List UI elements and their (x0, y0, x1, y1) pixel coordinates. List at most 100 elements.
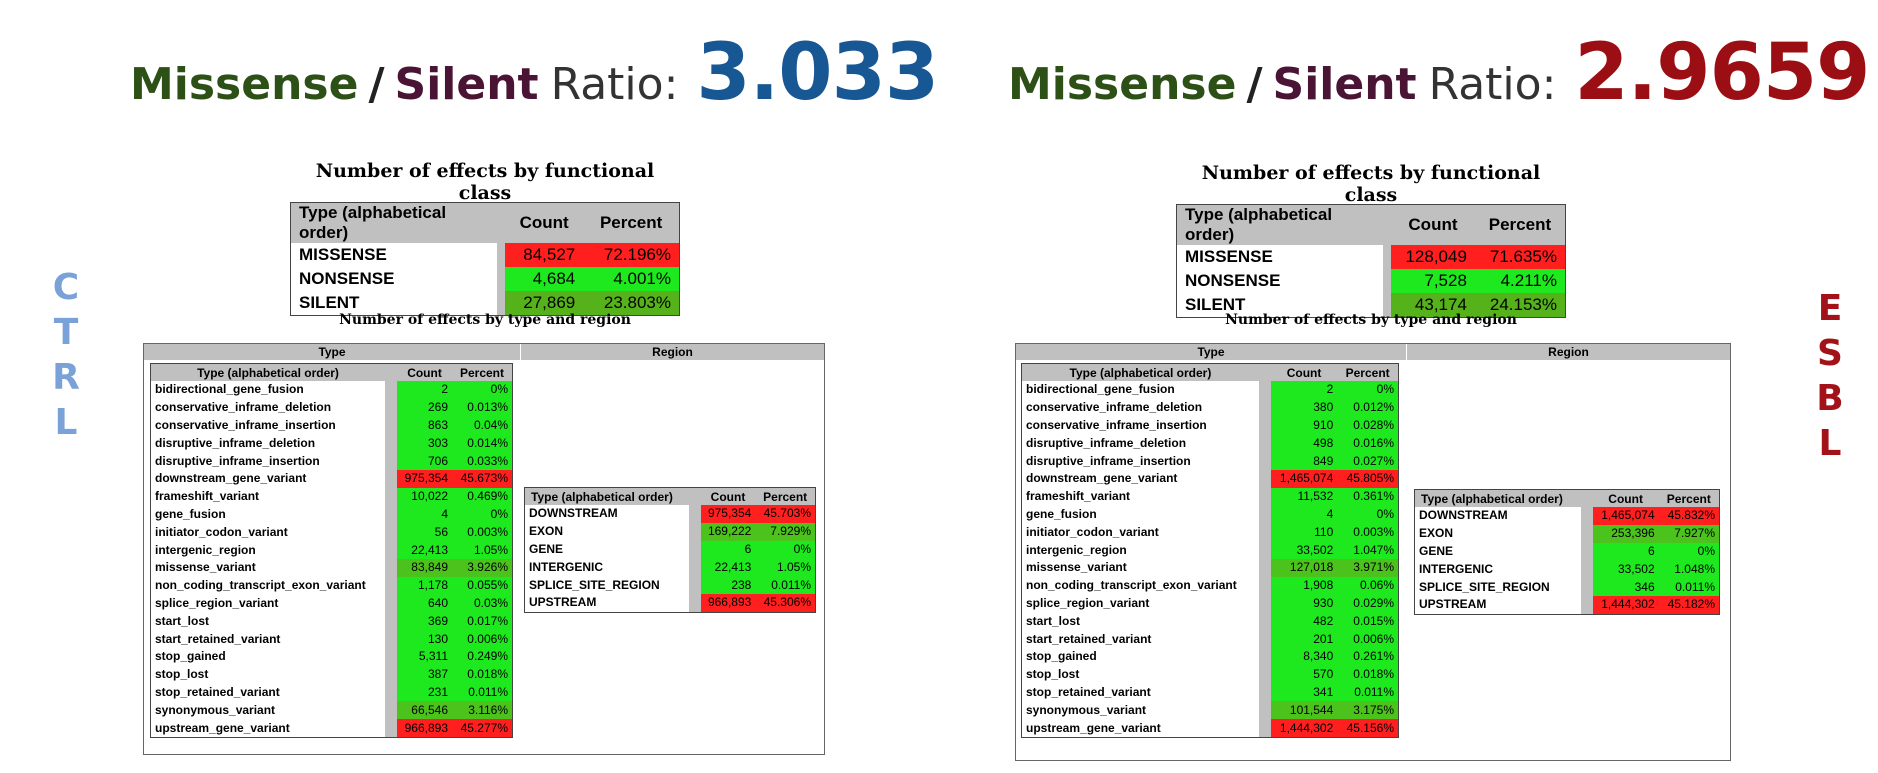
row-count: 1,178 (397, 576, 452, 595)
row-separator (1258, 452, 1271, 470)
row-separator (1580, 507, 1593, 525)
table-row: GENE 6 0% (1414, 542, 1720, 561)
slash: / (1246, 59, 1263, 110)
functional-class-table: Type (alphabetical order) Count Percent … (1176, 204, 1566, 318)
column-header-type: Type (alphabetical order) (1414, 489, 1581, 507)
row-percent: 45.673% (452, 469, 513, 488)
type-region-title: Number of effects by type and region (1225, 312, 1517, 328)
row-count: 169,222 (700, 522, 756, 541)
row-separator (385, 381, 398, 399)
ratio-value: 3.033 (696, 28, 939, 118)
row-percent: 24.153% (1474, 293, 1566, 318)
ratio-colon: : (663, 59, 679, 110)
table-row: bidirectional_gene_fusion 2 0% (150, 381, 513, 399)
row-count: 498 (1270, 434, 1338, 453)
row-count: 1,444,302 (1592, 595, 1659, 615)
row-separator (1580, 542, 1593, 561)
table-row: GENE 6 0% (524, 540, 816, 559)
row-percent: 0.261% (1337, 647, 1399, 666)
row-separator (385, 647, 398, 666)
column-header-percent: Percent (583, 202, 680, 243)
row-percent: 45.832% (1658, 507, 1720, 525)
row-separator (1383, 269, 1391, 293)
column-header-type: Type (alphabetical order) (1176, 204, 1383, 245)
row-separator (688, 540, 701, 559)
row-type: initiator_codon_variant (1021, 523, 1259, 542)
row-type: NONSENSE (1176, 269, 1383, 293)
row-type: conservative_inframe_deletion (150, 398, 386, 417)
row-separator (385, 576, 398, 595)
row-type: DOWNSTREAM (1414, 507, 1581, 525)
row-percent: 0.011% (755, 576, 816, 594)
table-row: SPLICE_SITE_REGION 346 0.011% (1414, 578, 1720, 596)
table-row: non_coding_transcript_exon_variant 1,908 0… (1021, 576, 1399, 595)
row-percent: 7.929% (755, 522, 816, 541)
row-percent: 0.028% (1337, 416, 1399, 435)
row-percent: 1.05% (452, 541, 513, 559)
row-percent: 0.04% (452, 416, 513, 435)
row-separator (385, 523, 398, 542)
row-separator (1258, 558, 1271, 577)
row-type: frameshift_variant (1021, 487, 1259, 506)
column-header-count: Count (1391, 204, 1475, 245)
sample-label-ctrl: C T R L (46, 265, 86, 445)
row-type: initiator_codon_variant (150, 523, 386, 542)
column-header-count: Count (1592, 489, 1659, 507)
table-row: stop_gained 8,340 0.261% (1021, 647, 1399, 666)
table-row: downstream_gene_variant 1,465,074 45.805% (1021, 469, 1399, 488)
row-percent: 4.211% (1474, 269, 1566, 293)
column-header-percent: Percent (1337, 363, 1399, 381)
type-panel-header: Type (144, 344, 520, 360)
table-row: frameshift_variant 11,532 0.361% (1021, 487, 1399, 506)
row-percent: 0.003% (1337, 523, 1399, 542)
row-percent: 0.469% (452, 487, 513, 506)
row-percent: 45.306% (755, 593, 816, 613)
row-separator (1258, 647, 1271, 666)
row-count: 380 (1270, 398, 1338, 417)
row-separator (385, 398, 398, 417)
table-row: disruptive_inframe_insertion 849 0.027% (1021, 452, 1399, 470)
table-row: splice_region_variant 640 0.03% (150, 594, 513, 613)
table-row: intergenic_region 22,413 1.05% (150, 541, 513, 559)
row-separator (1258, 594, 1271, 613)
row-type: SPLICE_SITE_REGION (1414, 578, 1581, 596)
row-type: missense_variant (150, 558, 386, 577)
row-separator (1258, 576, 1271, 595)
row-percent: 0% (1337, 381, 1399, 399)
column-header-percent: Percent (1474, 204, 1566, 245)
functional-class-title: Number of effects by functional class (1201, 162, 1541, 206)
row-percent: 3.116% (452, 701, 513, 720)
row-count: 11,532 (1270, 487, 1338, 506)
table-row: conservative_inframe_deletion 269 0.013% (150, 398, 513, 417)
row-separator (385, 683, 398, 702)
table-row: start_lost 369 0.017% (150, 612, 513, 631)
row-type: INTERGENIC (1414, 560, 1581, 579)
row-type: non_coding_transcript_exon_variant (1021, 576, 1259, 595)
row-count: 269 (397, 398, 452, 417)
missense-word: Missense (1008, 59, 1237, 110)
row-percent: 0.013% (452, 398, 513, 417)
row-percent: 4.001% (583, 267, 680, 291)
label-letter: R (52, 357, 80, 398)
row-type: splice_region_variant (150, 594, 386, 613)
row-type: conservative_inframe_insertion (150, 416, 386, 435)
row-separator (688, 576, 701, 594)
row-percent: 1.047% (1337, 541, 1399, 559)
row-separator (385, 505, 398, 524)
label-letter: L (1818, 423, 1842, 464)
table-row: non_coding_transcript_exon_variant 1,178 0… (150, 576, 513, 595)
row-count: 6 (700, 540, 756, 559)
label-letter: T (53, 312, 79, 353)
row-separator (1258, 434, 1271, 453)
table-row: gene_fusion 4 0% (1021, 505, 1399, 524)
table-row: synonymous_variant 66,546 3.116% (150, 701, 513, 720)
row-count: 83,849 (397, 558, 452, 577)
row-count: 706 (397, 452, 452, 470)
column-header-count: Count (397, 363, 452, 381)
row-type: splice_region_variant (1021, 594, 1259, 613)
row-separator (385, 487, 398, 506)
sample-label-esbl: E S B L (1810, 286, 1850, 466)
row-count: 6 (1592, 542, 1659, 561)
row-count: 1,465,074 (1592, 507, 1659, 525)
row-percent: 45.156% (1337, 719, 1399, 738)
